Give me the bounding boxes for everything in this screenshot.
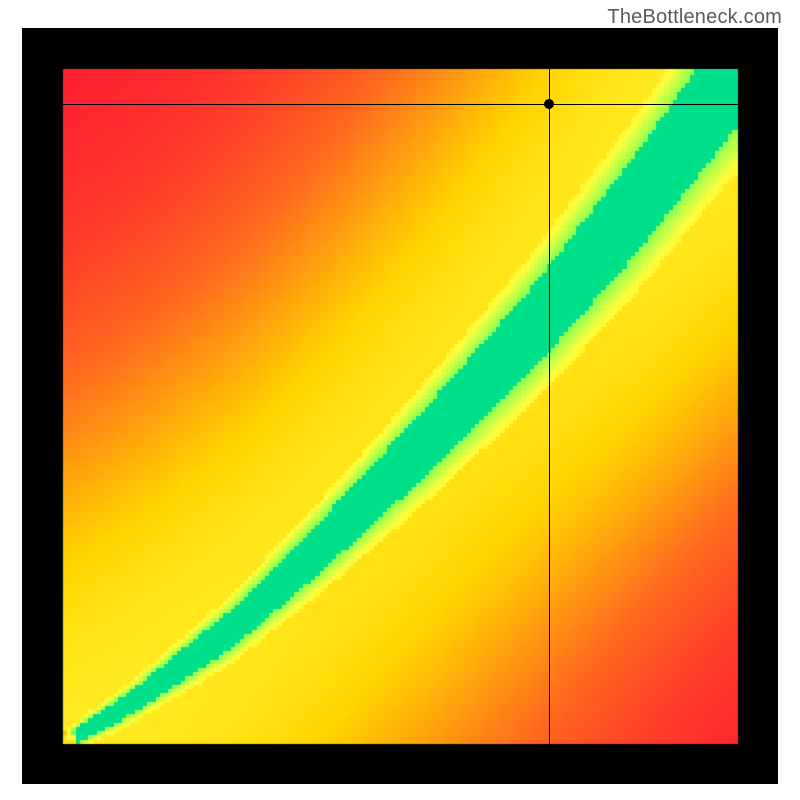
plot-frame: [22, 28, 778, 784]
crosshair-marker: [544, 99, 554, 109]
crosshair-horizontal: [22, 104, 778, 105]
heatmap-canvas: [22, 28, 778, 784]
crosshair-vertical: [549, 28, 550, 784]
chart-container: TheBottleneck.com: [0, 0, 800, 800]
watermark-text: TheBottleneck.com: [607, 6, 782, 29]
